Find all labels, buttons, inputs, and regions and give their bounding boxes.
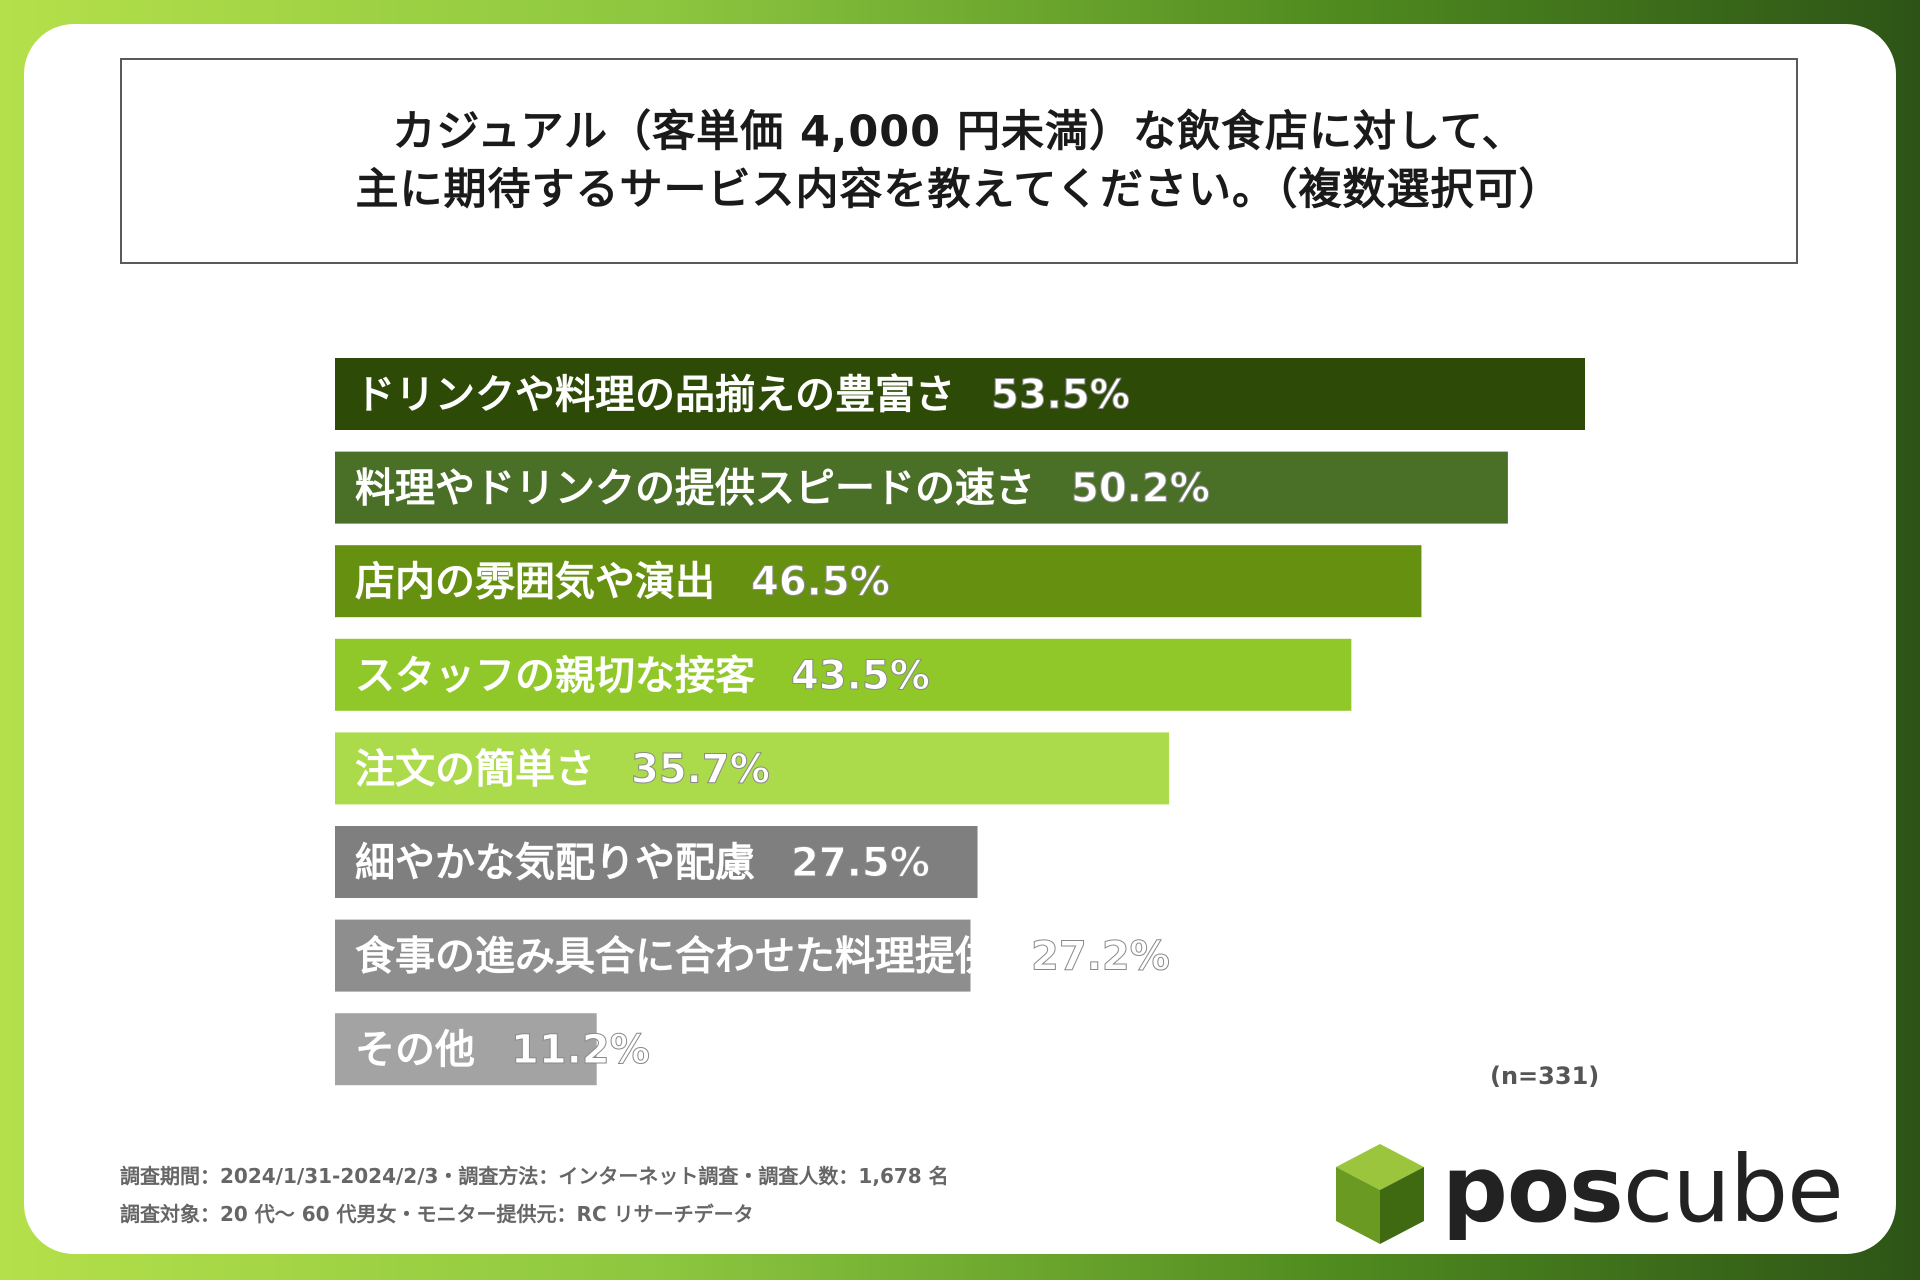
cube-icon bbox=[1336, 1144, 1424, 1244]
bar-value-label-5: 35.7% bbox=[631, 746, 770, 792]
bar-category-label-5: 注文の簡単さ bbox=[355, 746, 595, 792]
bar-category-label-6: 細やかな気配りや配慮 bbox=[355, 840, 755, 886]
bar-category-label-7: 食事の進み具合に合わせた料理提供 bbox=[355, 934, 995, 980]
bar-5 bbox=[335, 732, 1170, 805]
bar-7 bbox=[335, 919, 971, 992]
logo-text-cube: cube bbox=[1622, 1136, 1844, 1243]
title-line-2: 主に期待するサービス内容を教えてください。（複数選択可） bbox=[355, 165, 1563, 215]
bar-6 bbox=[335, 826, 978, 898]
bar-1 bbox=[335, 358, 1585, 430]
bar-value-label-6: 27.5% bbox=[791, 840, 930, 886]
bar-category-label-4: スタッフの親切な接客 bbox=[355, 653, 755, 699]
logo-wordmark: poscube bbox=[1442, 1140, 1844, 1240]
title-box: カジュアル（客単価 4,000 円未満）な飲食店に対して、 主に期待するサービス… bbox=[120, 58, 1798, 264]
bar-value-label-8: 11.2% bbox=[511, 1027, 650, 1073]
logo-text-pos: pos bbox=[1442, 1136, 1624, 1243]
bar-value-label-1: 53.5% bbox=[991, 372, 1130, 418]
bar-value-label-2: 50.2% bbox=[1071, 466, 1210, 512]
title-line-1: カジュアル（客単価 4,000 円未満）な飲食店に対して、 bbox=[392, 107, 1526, 157]
bar-2 bbox=[335, 451, 1508, 524]
bar-category-label-3: 店内の雰囲気や演出 bbox=[355, 559, 715, 605]
sample-size-note: (n=331) bbox=[1490, 1062, 1600, 1090]
poscube-logo: poscube bbox=[1330, 1140, 1844, 1250]
bar-category-label-2: 料理やドリンクの提供スピードの速さ bbox=[355, 466, 1035, 512]
bar-value-label-4: 43.5% bbox=[791, 653, 930, 699]
bar-value-label-7: 27.2% bbox=[1031, 934, 1170, 980]
bar-value-label-3: 46.5% bbox=[751, 559, 890, 605]
bar-3 bbox=[335, 545, 1422, 618]
survey-footnote-1: 調査期間：2024/1/31-2024/2/3・調査方法：インターネット調査・調… bbox=[120, 1164, 949, 1188]
survey-footnote-2: 調査対象：20 代～ 60 代男女・モニター提供元：RC リサーチデータ bbox=[120, 1202, 754, 1226]
bar-category-label-1: ドリンクや料理の品揃えの豊富さ bbox=[355, 372, 955, 418]
bar-category-label-8: その他 bbox=[355, 1027, 475, 1073]
bar-4 bbox=[335, 638, 1352, 711]
bar-8 bbox=[335, 1013, 597, 1086]
